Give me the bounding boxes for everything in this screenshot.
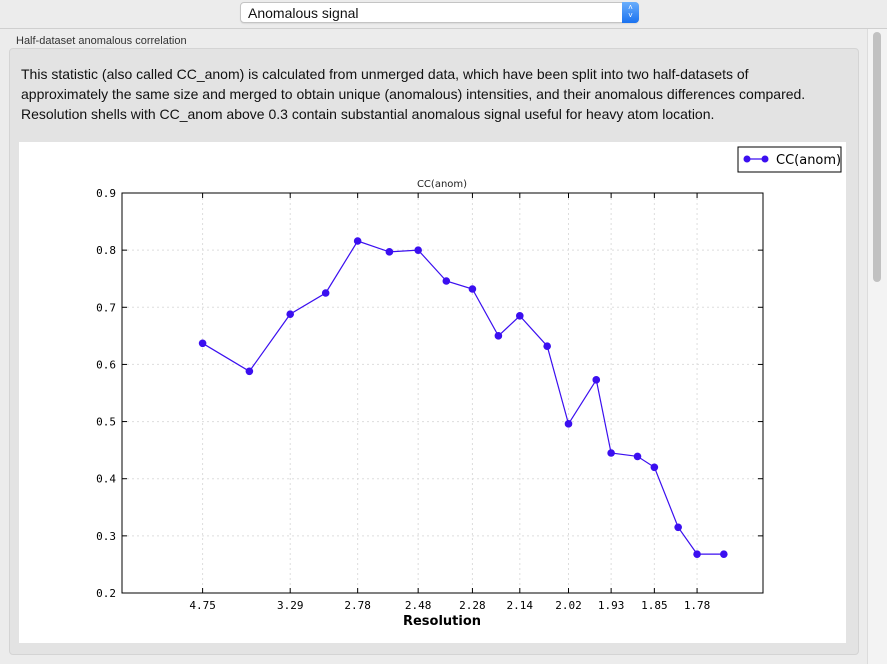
- top-toolbar: Anomalous signal ˄ ˅: [0, 0, 887, 29]
- y-tick-label: 0.9: [96, 187, 116, 200]
- x-tick-label: 2.78: [344, 599, 371, 612]
- x-tick-label: 1.93: [598, 599, 625, 612]
- data-point: [516, 312, 524, 320]
- x-tick-label: 2.02: [555, 599, 582, 612]
- data-point: [633, 452, 642, 461]
- y-tick-label: 0.6: [96, 358, 116, 371]
- data-point: [543, 342, 551, 350]
- cc-anom-chart: 0.2 0.3 0.4 0.5 0.6 0.7 0.8 0.9 4.75 3.29 2.78 2.48…: [96, 146, 842, 629]
- view-select-value: Anomalous signal: [248, 5, 359, 21]
- scrollbar-thumb[interactable]: [873, 32, 881, 282]
- series-line: [202, 240, 724, 555]
- data-point: [385, 248, 394, 256]
- vertical-scrollbar[interactable]: [867, 29, 887, 664]
- plot-frame: [121, 192, 764, 594]
- y-tick-label: 0.8: [96, 244, 116, 257]
- x-tick-label: 2.28: [459, 599, 486, 612]
- chart-title: CC(anom): [417, 179, 467, 190]
- legend-marker: [743, 155, 751, 163]
- data-point: [564, 420, 573, 428]
- x-tick-label: 2.48: [405, 599, 432, 612]
- y-tick-label: 0.2: [96, 587, 116, 600]
- data-point: [353, 237, 362, 245]
- x-tick-label: 2.14: [507, 599, 534, 612]
- y-tick-label: 0.3: [96, 530, 116, 543]
- data-point: [468, 285, 477, 293]
- data-point: [494, 332, 503, 340]
- section-description: This statistic (also called CC_anom) is …: [21, 66, 806, 122]
- data-point: [442, 277, 451, 285]
- data-point: [245, 367, 254, 376]
- x-axis-label: Resolution: [403, 614, 481, 629]
- view-select[interactable]: Anomalous signal ˄ ˅: [240, 2, 639, 23]
- y-tick-label: 0.7: [96, 301, 116, 314]
- y-tick-label: 0.5: [96, 416, 116, 429]
- data-point: [321, 289, 330, 297]
- data-point: [286, 310, 295, 318]
- legend-label: CC(anom): [776, 153, 841, 168]
- section-title: Half-dataset anomalous correlation: [16, 35, 187, 47]
- data-point: [720, 550, 728, 558]
- data-point: [414, 246, 422, 254]
- data-point: [693, 550, 701, 558]
- data-point: [650, 463, 659, 472]
- data-point: [198, 339, 207, 348]
- x-tick-label: 4.75: [189, 599, 216, 612]
- x-tick-label: 1.85: [641, 599, 668, 612]
- legend-marker: [761, 155, 769, 163]
- chart-panel: 0.2 0.3 0.4 0.5 0.6 0.7 0.8 0.9 4.75 3.29 2.78 2.48…: [19, 142, 846, 643]
- x-tick-label: 3.29: [277, 599, 304, 612]
- x-tick-label: 1.78: [684, 599, 711, 612]
- legend: CC(anom): [737, 146, 842, 173]
- data-point: [592, 376, 601, 384]
- data-point: [607, 449, 615, 457]
- y-tick-label: 0.4: [96, 473, 116, 486]
- data-point: [674, 523, 682, 532]
- up-down-chevron-icon[interactable]: ˄ ˅: [622, 2, 639, 23]
